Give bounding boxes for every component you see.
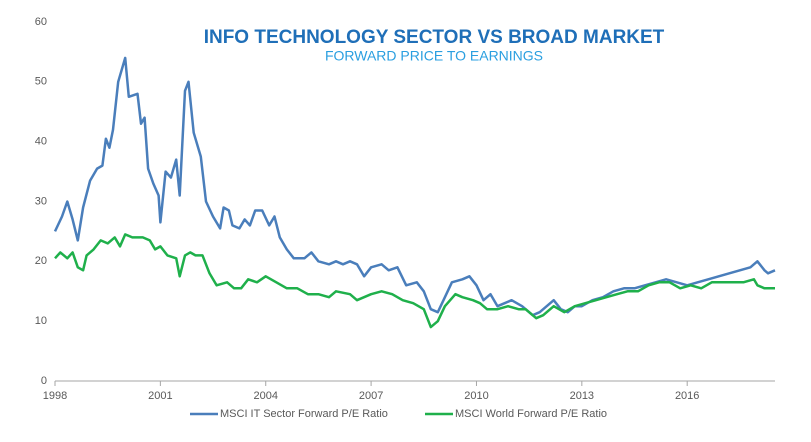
x-tick-label: 2010 [464,390,488,402]
y-tick-label: 40 [35,136,47,148]
legend-label: MSCI IT Sector Forward P/E Ratio [220,408,388,420]
y-tick-label: 50 [35,76,47,88]
y-tick-label: 10 [35,315,47,327]
y-tick-label: 30 [35,195,47,207]
x-tick-label: 2001 [148,390,172,402]
y-tick-label: 20 [35,255,47,267]
x-tick-label: 2007 [359,390,383,402]
x-tick-label: 2004 [253,390,277,402]
x-tick-label: 2016 [675,390,699,402]
y-tick-label: 60 [35,16,47,28]
legend-label: MSCI World Forward P/E Ratio [455,408,607,420]
chart-subtitle: FORWARD PRICE TO EARNINGS [325,48,543,64]
x-tick-label: 2013 [570,390,594,402]
series-line [54,233,775,329]
x-tick-label: 1998 [43,390,67,402]
chart-title: INFO TECHNOLOGY SECTOR VS BROAD MARKET [204,27,665,48]
series-line [53,56,776,317]
y-tick-label: 0 [41,375,47,387]
